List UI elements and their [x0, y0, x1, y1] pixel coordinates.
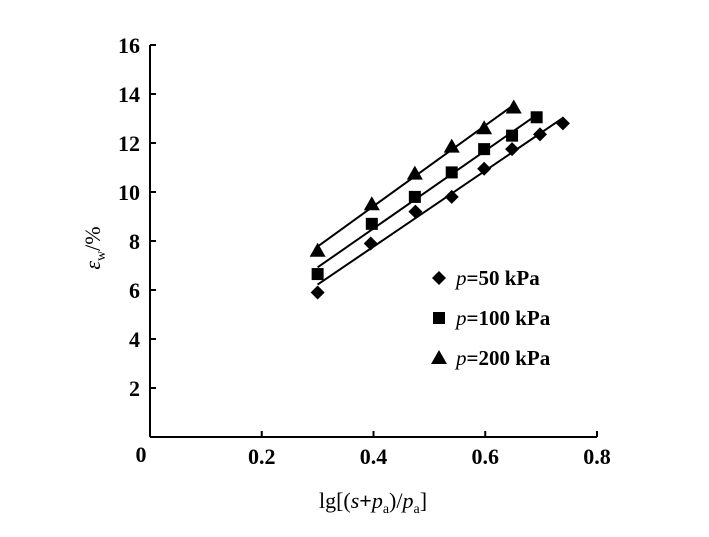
data-point-square [506, 129, 519, 142]
data-point-triangle [363, 196, 380, 211]
data-point-triangle [443, 138, 460, 153]
fit-line-diamond [317, 117, 564, 286]
data-point-diamond [555, 116, 570, 131]
axes: 0.2 0.4 0.6 0.8 2 4 6 8 10 12 14 16 [118, 33, 611, 469]
data-point-square [365, 217, 378, 230]
x-tick-label: 0.2 [248, 444, 276, 469]
data-point-diamond [477, 161, 492, 176]
fit-line-square [317, 114, 538, 269]
legend-marker-diamond [432, 271, 446, 285]
data-point-square [478, 143, 491, 156]
y-tick-label: 16 [118, 33, 140, 58]
x-tick-label: 0.6 [472, 444, 500, 469]
legend: p=50 kPa p=100 kPa p=200 kPa [431, 266, 551, 370]
data-point-triangle [309, 242, 326, 257]
data-point-triangle [476, 120, 493, 135]
legend-label: p=50 kPa [454, 266, 540, 290]
data-point-diamond [310, 285, 325, 300]
data-point-diamond [533, 127, 548, 142]
legend-marker-triangle [431, 350, 447, 364]
origin-label: 0 [136, 442, 147, 467]
legend-marker-square [433, 312, 445, 324]
data-point-triangle [406, 165, 423, 180]
y-axis-label: εw/% [80, 226, 109, 269]
data-point-triangle [505, 99, 522, 114]
data-point-square [408, 190, 421, 203]
y-tick-label: 12 [118, 131, 140, 156]
data-point-diamond [408, 204, 423, 219]
data-marks [309, 99, 570, 300]
y-tick-label: 14 [118, 82, 140, 107]
data-point-diamond [505, 142, 520, 157]
y-tick-label: 4 [129, 327, 140, 352]
data-point-diamond [363, 236, 378, 251]
data-point-diamond [444, 189, 459, 204]
legend-label: p=100 kPa [454, 306, 551, 330]
y-tick-label: 6 [129, 278, 140, 303]
y-tick-label: 2 [129, 376, 140, 401]
data-point-square [530, 111, 543, 124]
y-tick-label: 10 [118, 180, 140, 205]
x-tick-label: 0.4 [360, 444, 388, 469]
x-tick-label: 0.8 [583, 444, 611, 469]
x-axis-label: lg[(s+pa)/pa] [319, 488, 427, 517]
y-tick-label: 8 [129, 229, 140, 254]
legend-label: p=200 kPa [454, 346, 551, 370]
data-point-square [311, 268, 324, 281]
data-point-square [445, 166, 458, 179]
